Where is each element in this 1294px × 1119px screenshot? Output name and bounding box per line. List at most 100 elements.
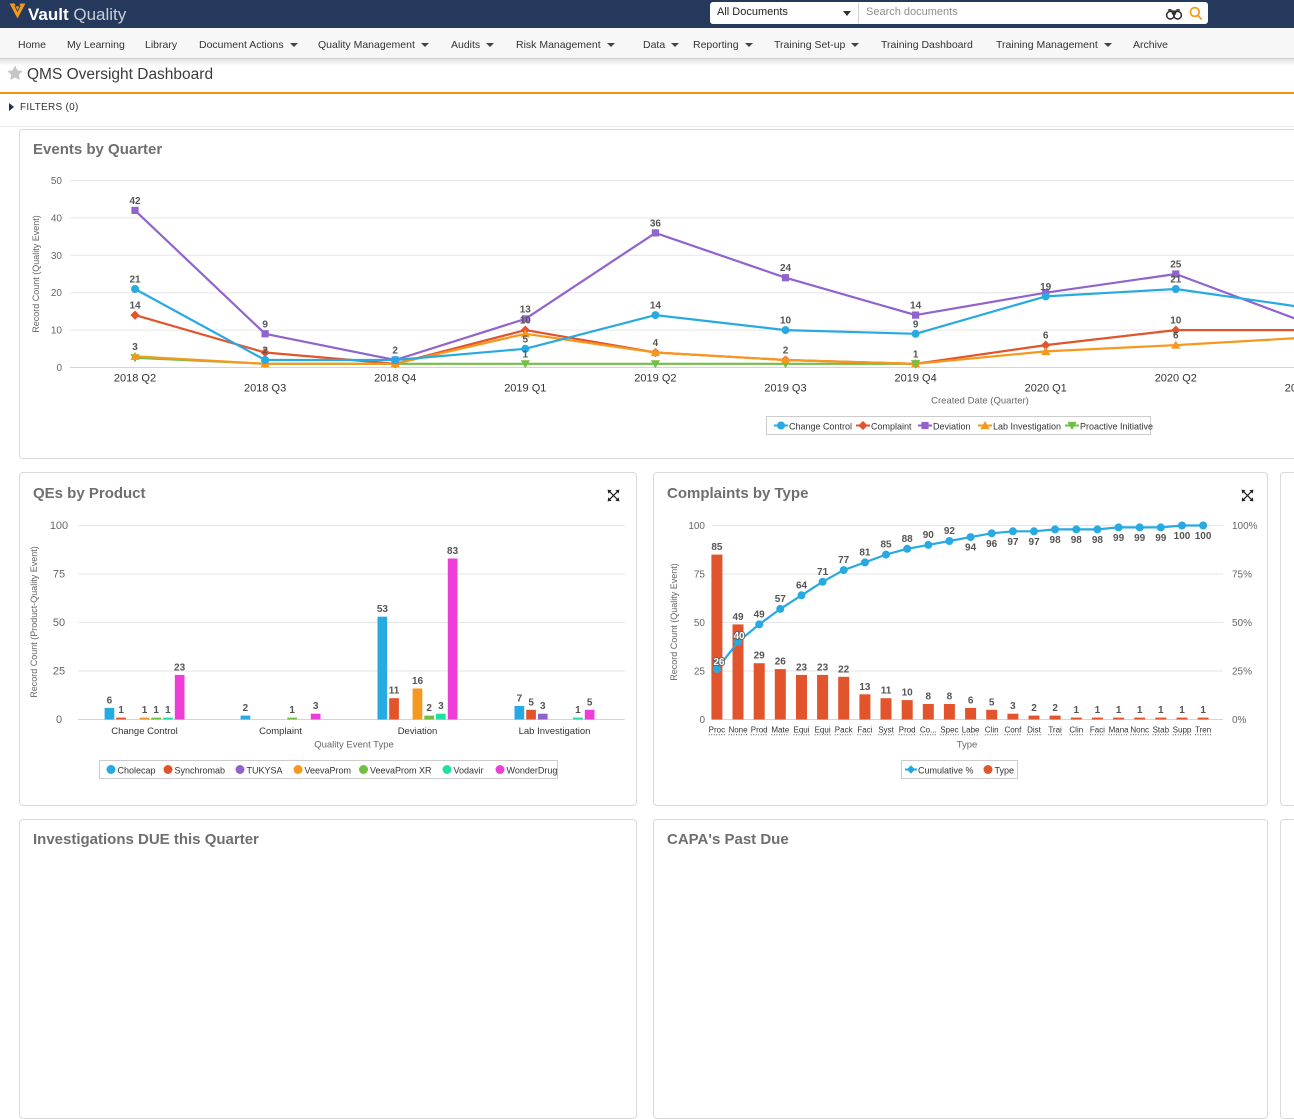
svg-text:6: 6 — [1043, 331, 1049, 342]
svg-text:Labe: Labe — [962, 726, 980, 735]
svg-text:Faci: Faci — [857, 726, 872, 735]
svg-text:Lab Investigation: Lab Investigation — [519, 726, 591, 737]
svg-text:29: 29 — [754, 651, 766, 662]
svg-text:2: 2 — [392, 346, 398, 357]
svg-text:26: 26 — [713, 657, 725, 668]
svg-text:WonderDrug: WonderDrug — [507, 766, 558, 776]
svg-text:2: 2 — [1031, 703, 1037, 714]
svg-text:50: 50 — [53, 617, 65, 629]
svg-text:100: 100 — [688, 521, 705, 532]
svg-text:8: 8 — [947, 692, 953, 703]
svg-text:64: 64 — [796, 580, 808, 591]
svg-text:21: 21 — [1170, 275, 1182, 286]
svg-text:Stab: Stab — [1153, 726, 1170, 735]
svg-text:2020 Q2: 2020 Q2 — [1155, 373, 1197, 385]
svg-text:Pack: Pack — [835, 726, 854, 735]
svg-text:13: 13 — [859, 682, 871, 693]
svg-text:None: None — [728, 726, 748, 735]
svg-text:83: 83 — [447, 546, 459, 557]
svg-text:1: 1 — [913, 349, 919, 360]
svg-text:26: 26 — [775, 657, 787, 668]
svg-text:75: 75 — [694, 570, 706, 581]
svg-text:1: 1 — [165, 705, 171, 716]
svg-text:Deviation: Deviation — [933, 422, 971, 432]
svg-text:Spec: Spec — [940, 726, 958, 735]
svg-text:3: 3 — [438, 701, 444, 712]
svg-text:VeevaProm XR: VeevaProm XR — [370, 766, 432, 776]
svg-text:5: 5 — [528, 697, 534, 708]
svg-text:1: 1 — [1074, 705, 1080, 716]
svg-text:VeevaProm: VeevaProm — [305, 766, 352, 776]
svg-text:Proc: Proc — [709, 726, 725, 735]
svg-text:Vodavir: Vodavir — [454, 766, 484, 776]
svg-text:9: 9 — [913, 319, 919, 330]
svg-text:24: 24 — [780, 263, 792, 274]
svg-text:94: 94 — [965, 543, 977, 554]
svg-text:Record Count (Quality Event): Record Count (Quality Event) — [669, 563, 679, 681]
svg-text:1: 1 — [153, 705, 159, 716]
svg-text:10: 10 — [780, 316, 792, 327]
svg-text:2: 2 — [783, 346, 789, 357]
svg-text:3: 3 — [313, 701, 319, 712]
svg-text:Tren: Tren — [1195, 726, 1211, 735]
svg-text:Record Count (Quality Event): Record Count (Quality Event) — [31, 215, 41, 333]
svg-text:98: 98 — [1071, 535, 1083, 546]
svg-text:99: 99 — [1134, 533, 1146, 544]
svg-text:1: 1 — [1179, 705, 1185, 716]
svg-text:Deviation: Deviation — [398, 726, 438, 737]
svg-text:10: 10 — [520, 316, 532, 327]
svg-text:30: 30 — [51, 251, 63, 262]
svg-text:53: 53 — [377, 604, 389, 615]
svg-text:2: 2 — [262, 346, 268, 357]
svg-text:49: 49 — [732, 612, 744, 623]
svg-text:97: 97 — [1028, 537, 1040, 548]
svg-text:Clin: Clin — [1069, 726, 1083, 735]
svg-text:40: 40 — [51, 213, 63, 224]
svg-text:71: 71 — [817, 567, 829, 578]
svg-text:75: 75 — [53, 569, 65, 581]
svg-text:13: 13 — [520, 304, 532, 315]
svg-text:98: 98 — [1050, 535, 1062, 546]
svg-text:40: 40 — [733, 631, 745, 642]
svg-text:Mana: Mana — [1109, 726, 1130, 735]
svg-text:77: 77 — [838, 555, 850, 566]
svg-text:Trai: Trai — [1048, 726, 1062, 735]
svg-text:2019 Q2: 2019 Q2 — [634, 373, 676, 385]
svg-text:21: 21 — [129, 275, 141, 286]
svg-text:23: 23 — [796, 662, 808, 673]
svg-text:88: 88 — [902, 534, 914, 545]
svg-text:Change Control: Change Control — [111, 726, 178, 737]
svg-text:0: 0 — [699, 715, 705, 726]
svg-text:Faci: Faci — [1090, 726, 1105, 735]
svg-text:85: 85 — [880, 540, 892, 551]
svg-text:25: 25 — [1170, 260, 1182, 271]
svg-text:50%: 50% — [1232, 618, 1252, 629]
svg-text:25: 25 — [694, 667, 706, 678]
svg-text:6: 6 — [107, 695, 113, 706]
svg-text:2018 Q4: 2018 Q4 — [374, 373, 416, 385]
svg-text:Prod: Prod — [751, 726, 768, 735]
svg-text:9: 9 — [262, 319, 268, 330]
svg-text:25%: 25% — [1232, 667, 1252, 678]
svg-text:2: 2 — [243, 703, 249, 714]
svg-text:1: 1 — [1095, 705, 1101, 716]
svg-text:Equi: Equi — [793, 726, 809, 735]
svg-text:20: 20 — [51, 288, 63, 299]
svg-text:5: 5 — [989, 697, 995, 708]
svg-text:14: 14 — [910, 301, 922, 312]
svg-text:92: 92 — [944, 526, 956, 537]
svg-text:1: 1 — [142, 705, 148, 716]
svg-text:Supp: Supp — [1173, 726, 1192, 735]
svg-text:5: 5 — [587, 697, 593, 708]
svg-text:Prod: Prod — [899, 726, 916, 735]
svg-text:50: 50 — [51, 176, 63, 187]
svg-text:100%: 100% — [1232, 521, 1258, 532]
svg-text:Cumulative %: Cumulative % — [918, 766, 974, 776]
svg-text:49: 49 — [754, 609, 766, 620]
svg-text:100: 100 — [50, 520, 68, 532]
svg-text:97: 97 — [1007, 537, 1019, 548]
svg-text:85: 85 — [711, 542, 723, 553]
svg-text:10: 10 — [51, 326, 63, 337]
svg-text:4: 4 — [653, 338, 659, 349]
svg-text:14: 14 — [129, 301, 141, 312]
